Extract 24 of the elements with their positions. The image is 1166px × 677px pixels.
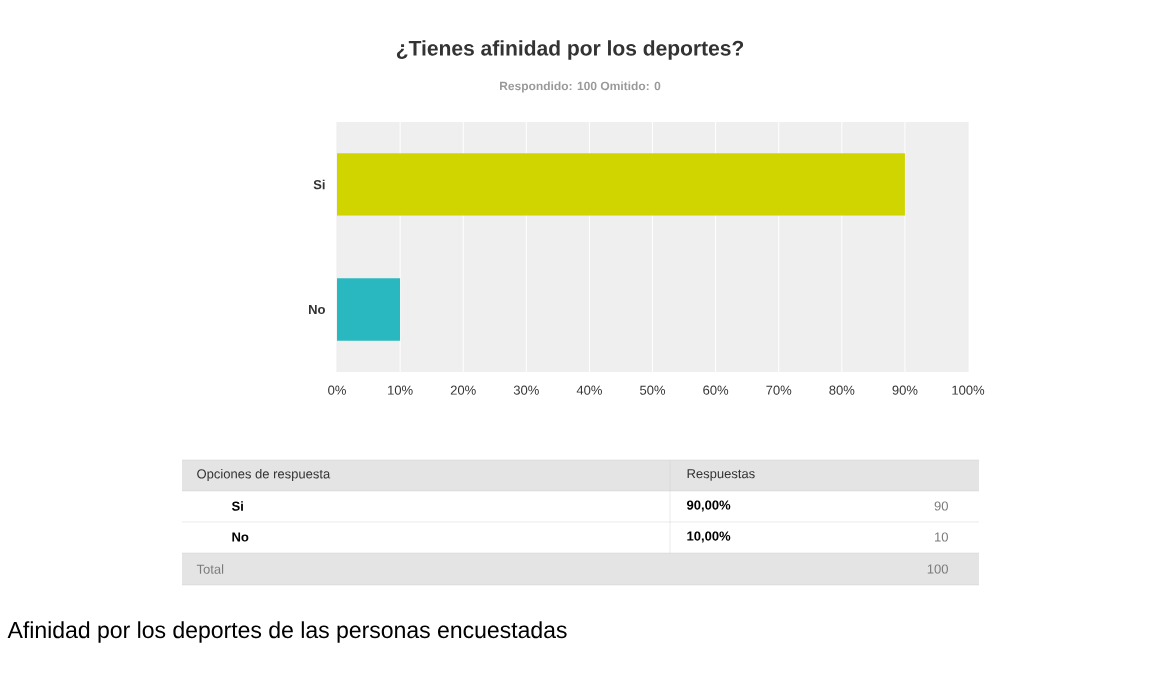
text: 10 — [935, 532, 948, 542]
x-tick-label: 80% — [829, 385, 855, 395]
x-tick-label: 100% — [952, 385, 985, 395]
x-tick-label: 60% — [703, 385, 729, 395]
text: Total — [196, 564, 224, 574]
chart-title: ¿Tienes afinidad por los deportes? — [396, 40, 744, 60]
x-tick-label: 50% — [640, 385, 666, 395]
text: 100 — [927, 564, 948, 574]
text: 10,00% — [687, 531, 731, 543]
x-tick-label: 70% — [766, 385, 792, 395]
x-tick-label: 0% — [328, 385, 346, 395]
text: Respuestas — [687, 469, 755, 481]
x-tick-label: 20% — [450, 385, 476, 395]
category-label: No — [232, 532, 249, 542]
text: 90 — [934, 501, 948, 511]
x-tick-label: 40% — [576, 385, 602, 395]
x-tick-label: 90% — [892, 385, 918, 395]
category-label: Si — [231, 501, 243, 511]
text: 90,00% — [687, 500, 731, 512]
chart-subtitle: Respondido: 100 Omitido: 0 — [500, 81, 661, 93]
x-tick-label: 30% — [513, 385, 539, 395]
text: Afinidad por los deportes de las personas encuestadas — [7, 621, 567, 643]
text: Opciones de respuesta — [197, 468, 331, 482]
x-tick-label: 10% — [388, 385, 413, 395]
